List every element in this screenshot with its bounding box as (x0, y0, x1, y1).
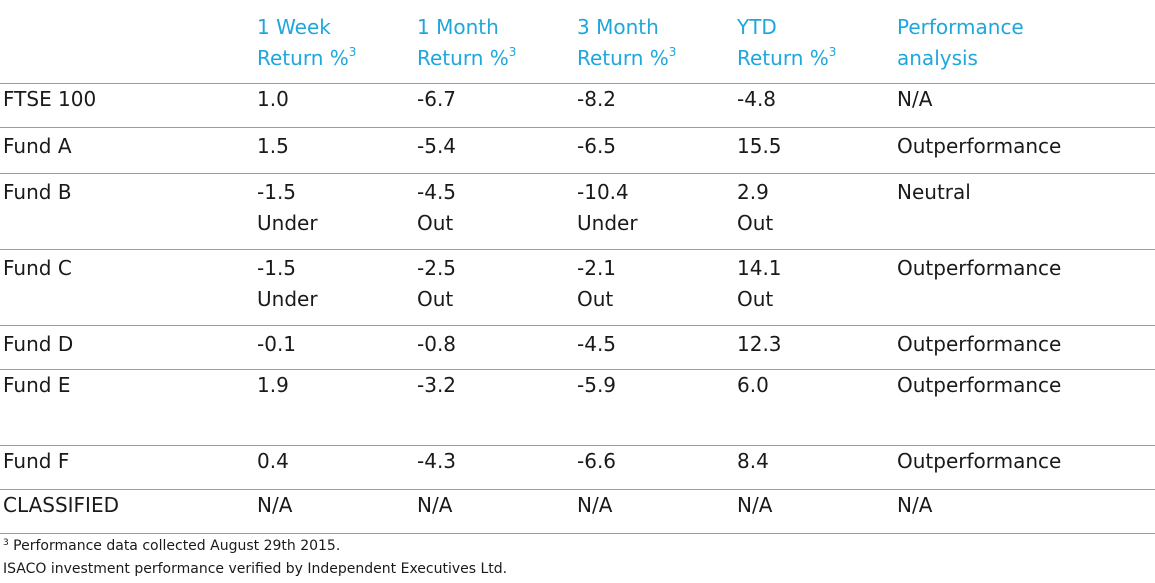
week-return-cell: N/A (257, 493, 293, 517)
three-month-return-cell: -5.9 (577, 373, 617, 397)
header-empty-cell (0, 12, 257, 83)
fund-name-cell: CLASSIFIED (3, 493, 119, 517)
footnotes: 3 Performance data collected August 29th… (3, 535, 507, 581)
header-performance-analysis: Performance analysis (897, 15, 1024, 70)
month-return-cell: -6.7 (417, 87, 457, 111)
fund-name-cell: Fund D (3, 332, 74, 356)
header-ytd-return: YTD Return %3 (737, 15, 837, 70)
fund-name-cell: Fund A (3, 134, 72, 158)
week-return-cell: -1.5 Under (257, 180, 318, 235)
performance-analysis-cell: Outperformance (897, 134, 1062, 158)
performance-analysis-cell: Outperformance (897, 256, 1062, 280)
month-return-cell: -3.2 (417, 373, 457, 397)
ytd-return-cell: 12.3 (737, 332, 782, 356)
ytd-return-cell: -4.8 (737, 87, 777, 111)
table-row: Fund A 1.5 -5.4 -6.5 15.5 Outperformance (0, 128, 1155, 174)
footnote-performance-date: 3 Performance data collected August 29th… (3, 538, 341, 554)
fund-name-cell: FTSE 100 (3, 87, 97, 111)
header-1-month-return: 1 Month Return %3 (417, 15, 517, 70)
three-month-return-cell: -10.4 Under (577, 180, 638, 235)
three-month-return-cell: -6.5 (577, 134, 617, 158)
performance-analysis-cell: Outperformance (897, 332, 1062, 356)
ytd-return-cell: 15.5 (737, 134, 782, 158)
fund-name-cell: Fund F (3, 449, 70, 473)
table-row: CLASSIFIED N/A N/A N/A N/A N/A (0, 490, 1155, 534)
month-return-cell: -2.5 Out (417, 256, 457, 311)
fund-performance-table: 1 Week Return %3 1 Month Return %3 3 Mon… (0, 0, 1155, 534)
three-month-return-cell: -4.5 (577, 332, 617, 356)
ytd-return-cell: 6.0 (737, 373, 769, 397)
ytd-return-cell: 14.1 Out (737, 256, 782, 311)
week-return-cell: 1.9 (257, 373, 289, 397)
performance-analysis-cell: Outperformance (897, 373, 1062, 397)
week-return-cell: 1.0 (257, 87, 289, 111)
ytd-return-cell: N/A (737, 493, 773, 517)
fund-name-cell: Fund B (3, 180, 72, 204)
fund-name-cell: Fund C (3, 256, 72, 280)
three-month-return-cell: -2.1 Out (577, 256, 617, 311)
ytd-return-cell: 2.9 Out (737, 180, 774, 235)
table-row: Fund E 1.9 -3.2 -5.9 6.0 Outperformance (0, 370, 1155, 446)
week-return-cell: 1.5 (257, 134, 289, 158)
month-return-cell: -5.4 (417, 134, 457, 158)
performance-analysis-cell: N/A (897, 87, 933, 111)
performance-analysis-cell: Neutral (897, 180, 971, 204)
three-month-return-cell: -8.2 (577, 87, 617, 111)
table-row: Fund D -0.1 -0.8 -4.5 12.3 Outperformanc… (0, 326, 1155, 370)
week-return-cell: -1.5 Under (257, 256, 318, 311)
table-row: FTSE 100 1.0 -6.7 -8.2 -4.8 N/A (0, 84, 1155, 128)
month-return-cell: -0.8 (417, 332, 457, 356)
table-row: Fund F 0.4 -4.3 -6.6 8.4 Outperformance (0, 446, 1155, 490)
fund-name-cell: Fund E (3, 373, 71, 397)
table-row: Fund C -1.5 Under -2.5 Out -2.1 Out 14.1 Out… (0, 250, 1155, 326)
three-month-return-cell: -6.6 (577, 449, 617, 473)
three-month-return-cell: N/A (577, 493, 613, 517)
performance-analysis-cell: Outperformance (897, 449, 1062, 473)
ytd-return-cell: 8.4 (737, 449, 769, 473)
table-row: Fund B -1.5 Under -4.5 Out -10.4 Under 2.9 O… (0, 174, 1155, 250)
week-return-cell: -0.1 (257, 332, 297, 356)
month-return-cell: -4.3 (417, 449, 457, 473)
header-3-month-return: 3 Month Return %3 (577, 15, 677, 70)
table-header-row: 1 Week Return %3 1 Month Return %3 3 Mon… (0, 0, 1155, 84)
week-return-cell: 0.4 (257, 449, 289, 473)
footnote-verification: ISACO investment performance verified by… (3, 561, 508, 577)
header-1-week-return: 1 Week Return %3 (257, 15, 357, 70)
performance-analysis-cell: N/A (897, 493, 933, 517)
month-return-cell: -4.5 Out (417, 180, 457, 235)
month-return-cell: N/A (417, 493, 453, 517)
